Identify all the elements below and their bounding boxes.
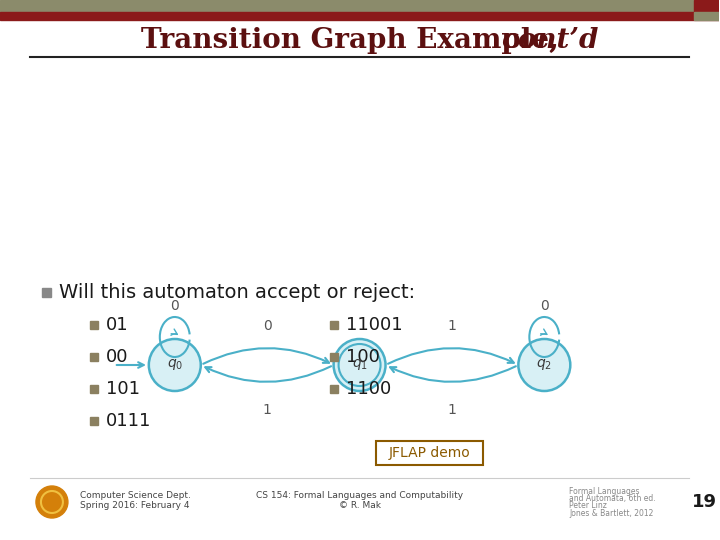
Text: cont’d: cont’d bbox=[501, 28, 599, 55]
Text: 0: 0 bbox=[171, 299, 179, 313]
Text: Formal Languages: Formal Languages bbox=[570, 488, 640, 496]
Text: 01: 01 bbox=[106, 316, 128, 334]
Text: 00: 00 bbox=[106, 348, 128, 366]
Text: 1: 1 bbox=[263, 403, 271, 417]
Text: 1: 1 bbox=[448, 319, 456, 333]
Text: JFLAP demo: JFLAP demo bbox=[389, 446, 470, 460]
Text: Computer Science Dept.: Computer Science Dept. bbox=[80, 491, 191, 501]
Text: Peter Linz: Peter Linz bbox=[570, 502, 607, 510]
Text: $q_1$: $q_1$ bbox=[351, 357, 368, 373]
Text: and Automata, 6th ed.: and Automata, 6th ed. bbox=[570, 495, 656, 503]
Bar bbox=[694, 12, 719, 20]
Text: 101: 101 bbox=[106, 380, 140, 398]
Circle shape bbox=[518, 339, 570, 391]
Text: 1: 1 bbox=[448, 403, 456, 417]
Text: 11001: 11001 bbox=[346, 316, 402, 334]
Bar bbox=[0, 12, 719, 20]
Bar bbox=[90, 385, 98, 393]
Text: Will this automaton accept or reject:: Will this automaton accept or reject: bbox=[59, 282, 415, 301]
Text: 1100: 1100 bbox=[346, 380, 391, 398]
Text: 19: 19 bbox=[692, 493, 716, 511]
Text: Transition Graph Example,: Transition Graph Example, bbox=[141, 28, 578, 55]
Circle shape bbox=[333, 339, 385, 391]
Text: 0111: 0111 bbox=[106, 412, 151, 430]
Text: 0: 0 bbox=[263, 319, 271, 333]
Text: $q_2$: $q_2$ bbox=[536, 357, 552, 373]
Bar bbox=[0, 0, 719, 12]
Bar bbox=[330, 385, 338, 393]
Bar bbox=[90, 417, 98, 425]
Text: $q_0$: $q_0$ bbox=[166, 357, 183, 373]
Circle shape bbox=[149, 339, 201, 391]
FancyBboxPatch shape bbox=[376, 441, 483, 465]
Bar bbox=[90, 321, 98, 329]
Text: 0: 0 bbox=[540, 299, 549, 313]
Circle shape bbox=[36, 486, 68, 518]
Bar bbox=[90, 353, 98, 361]
Text: CS 154: Formal Languages and Computability: CS 154: Formal Languages and Computabili… bbox=[256, 491, 463, 501]
Text: 100: 100 bbox=[346, 348, 379, 366]
Bar bbox=[694, 0, 719, 12]
Text: Spring 2016: February 4: Spring 2016: February 4 bbox=[80, 502, 189, 510]
Bar bbox=[42, 287, 51, 296]
Bar bbox=[330, 353, 338, 361]
Bar bbox=[330, 321, 338, 329]
Text: Jones & Bartlett, 2012: Jones & Bartlett, 2012 bbox=[570, 509, 654, 517]
Text: © R. Mak: © R. Mak bbox=[338, 502, 381, 510]
